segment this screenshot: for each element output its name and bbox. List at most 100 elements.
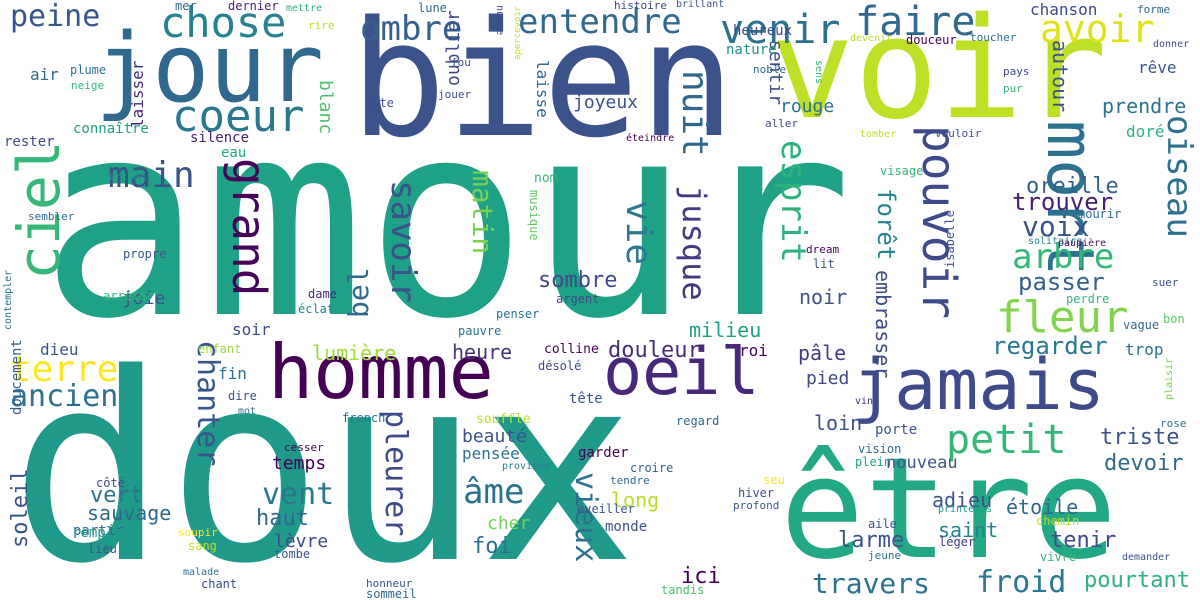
- word: bel: [342, 267, 375, 318]
- word: pied: [806, 368, 850, 389]
- word: âme: [463, 472, 525, 512]
- word: air: [30, 65, 59, 84]
- word: sang: [188, 539, 217, 553]
- word: tête: [569, 391, 603, 407]
- word: chanson: [1030, 0, 1098, 19]
- word: voir: [770, 0, 1108, 151]
- word: printemps: [938, 504, 993, 515]
- word: ici: [681, 564, 721, 589]
- word: monde: [605, 519, 648, 535]
- word: dernier: [228, 0, 279, 13]
- word: enfant: [198, 342, 242, 356]
- word: oiseau: [1159, 115, 1199, 238]
- word: voix: [1022, 210, 1090, 243]
- word: devenir: [850, 33, 893, 44]
- word: jeune: [868, 549, 902, 562]
- word: dream: [806, 243, 840, 256]
- word: nom: [534, 171, 558, 186]
- word: éteindre: [626, 133, 675, 144]
- word: chant: [201, 577, 238, 591]
- word: pensée: [462, 444, 520, 463]
- word: plein: [855, 455, 892, 469]
- word: noir: [799, 285, 848, 309]
- word: sauvage: [87, 501, 172, 525]
- word: donner: [1153, 39, 1190, 50]
- word: partir: [73, 523, 124, 539]
- word: doux: [10, 319, 637, 600]
- word: larme: [838, 528, 905, 553]
- word: beauté: [462, 426, 528, 447]
- word: rêve: [1138, 58, 1177, 77]
- word: joie: [122, 288, 166, 309]
- word: étoile: [1006, 495, 1079, 519]
- word: aller: [765, 117, 799, 130]
- word: loin: [814, 411, 863, 435]
- word: ancien: [10, 379, 119, 414]
- word: vin: [855, 396, 874, 407]
- word: temps: [272, 453, 327, 474]
- word: roi: [739, 341, 768, 360]
- word: soleil: [8, 468, 33, 548]
- word: heure: [452, 340, 513, 364]
- word: mourir: [1078, 207, 1122, 221]
- word: souffle: [476, 412, 531, 427]
- word: paupière: [1058, 238, 1107, 249]
- word: marcher: [103, 172, 146, 183]
- word: vert: [90, 483, 143, 508]
- word: venir: [720, 7, 841, 53]
- word: douleur: [608, 338, 701, 363]
- word: travers: [812, 567, 931, 600]
- word: savoir: [383, 180, 423, 303]
- word: rose: [1160, 417, 1187, 430]
- word: arbre: [1012, 237, 1115, 277]
- word: dire: [228, 389, 257, 403]
- word: nature: [726, 42, 777, 58]
- word: terre: [10, 349, 119, 390]
- word: laisse: [533, 60, 552, 118]
- word: grand: [222, 158, 276, 297]
- word: visage: [880, 164, 924, 178]
- word: plume: [70, 63, 107, 77]
- word: pauvre: [458, 324, 502, 338]
- word: tombe: [274, 547, 311, 561]
- word: sombre: [538, 268, 618, 293]
- word: lumière: [312, 341, 397, 365]
- word: chemin: [1036, 514, 1080, 528]
- word: léger: [939, 535, 976, 549]
- word: milieu: [689, 318, 762, 342]
- word: solitaire: [1028, 236, 1083, 247]
- word: petit: [946, 417, 1067, 463]
- word: lèvre: [274, 531, 329, 552]
- word: colline: [544, 342, 599, 357]
- word: toucher: [970, 31, 1017, 44]
- word: long: [611, 488, 660, 512]
- word: rouge: [780, 96, 835, 117]
- word: jamais: [852, 344, 1105, 426]
- word: oublier: [443, 10, 464, 86]
- word: sommeil: [366, 587, 417, 600]
- word: fin: [218, 364, 247, 383]
- word: entendre: [518, 2, 682, 42]
- word: chanter: [190, 340, 225, 467]
- word: passer: [1018, 268, 1105, 296]
- word: arrêter: [103, 289, 154, 303]
- word: nuit: [674, 70, 715, 157]
- word: saint: [938, 518, 999, 542]
- word: honneur: [366, 577, 413, 590]
- word: tomber: [860, 129, 897, 140]
- word: forêt: [872, 188, 900, 261]
- word: lit: [813, 257, 835, 271]
- word: provided: [502, 461, 551, 472]
- word: heureux: [733, 23, 793, 39]
- word: trop: [1125, 340, 1164, 359]
- word: fou: [451, 56, 471, 69]
- word: vague: [1123, 318, 1160, 332]
- word: vent: [262, 477, 335, 512]
- word: noble: [753, 63, 787, 76]
- word: profond: [733, 499, 780, 512]
- word: mot: [238, 406, 257, 417]
- word: froid: [976, 565, 1067, 600]
- word: blanc: [315, 80, 336, 135]
- word: porte: [875, 422, 918, 438]
- word: regarder: [992, 332, 1108, 360]
